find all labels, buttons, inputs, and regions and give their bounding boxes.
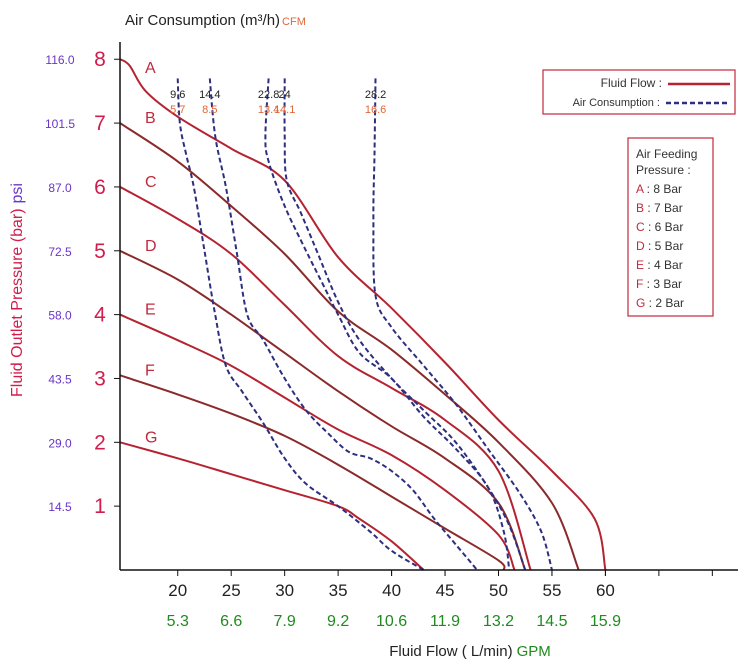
x-gpm-tick-label: 6.6 [220,613,242,630]
curve-letter-labels: A B C D E F G [145,60,157,446]
y-bar-tick-label: 6 [94,176,106,199]
x-gpm-tick-label: 13.2 [483,613,514,630]
air-label-m3h: 24 [279,89,291,101]
y-bar-tick-label: 5 [94,240,106,263]
y-tick-labels: 1 14.5 2 29.0 3 43.5 4 58.0 5 72.5 6 87.0 7 101.5 8 116… [45,48,106,518]
fluid-flow-line-a [119,58,607,571]
curve-letter-b: B [145,110,156,127]
feeding-item: G : 2 Bar [636,296,684,310]
y-psi-tick-label: 58.0 [48,309,72,323]
x-gpm-tick-label: 15.9 [590,613,621,630]
feeding-item: E : 4 Bar [636,258,683,272]
air-consumption-line-24 [283,78,527,571]
air-consumption-line-22-8 [264,78,511,571]
y-psi-tick-label: 29.0 [48,436,72,450]
x-gpm-tick-label: 7.9 [274,613,296,630]
y-bar-tick-label: 8 [94,48,106,71]
x-tick-label: 20 [168,581,187,600]
curve-letter-e: E [145,302,156,319]
y-psi-tick-label: 43.5 [48,372,72,386]
x-gpm-tick-label: 10.6 [376,613,407,630]
y-bar-tick-label: 4 [94,304,106,327]
air-consumption-curves [176,78,553,571]
top-title: Air Consumption (m³/h) CFM [125,12,306,29]
feeding-box-frame [627,137,714,317]
fluid-flow-line-f [119,374,506,571]
legend-air-consumption-label: Air Consumption : [573,97,660,109]
air-label-cfm: 5.7 [170,104,185,116]
feeding-box-title-1: Air Feeding [636,147,697,161]
air-consumption-line-9-6 [176,78,425,571]
air-label-m3h: 14.4 [199,89,220,101]
y-axis-title: Fluid Outlet Pressure (bar)psi [9,183,26,397]
x-axis-title: Fluid Flow ( L/min) GPM [389,643,551,660]
fluid-flow-line-d [119,249,527,571]
y-psi-tick-label: 72.5 [48,245,72,259]
air-label-m3h: 9.6 [170,89,185,101]
y-bar-tick-label: 7 [94,112,106,135]
feeding-box-items: A : 8 Bar B : 7 Bar C : 6 Bar D : 5 Bar E : … [636,182,684,310]
fluid-flow-line-c [119,186,532,571]
air-label-m3h: 22.8 [258,89,279,101]
x-tick-labels: 20 5.3 25 6.6 30 7.9 35 9.2 40 10.6 45 11.9 50 13.2 55… [167,581,621,630]
legend-fluid-flow-label: Fluid Flow : [601,76,662,90]
legend-box [542,69,736,115]
feeding-item: B : 7 Bar [636,201,683,215]
x-tick-label: 30 [275,581,294,600]
curve-letter-a: A [145,60,156,77]
air-label-cfm: 8.5 [202,104,217,116]
x-gpm-tick-label: 5.3 [167,613,189,630]
feeding-box-title-2: Pressure : [636,163,691,177]
air-consumption-line-14-4 [208,78,478,571]
feeding-item: A : 8 Bar [636,182,682,196]
x-tick-label: 45 [436,581,455,600]
air-label-cfm: 13.4 [258,104,279,116]
x-gpm-tick-label: 9.2 [327,613,349,630]
air-label-cfm: 14.1 [274,104,295,116]
y-psi-tick-label: 14.5 [48,500,72,514]
fluid-flow-line-e [119,313,516,571]
fluid-flow-line-g [119,441,425,571]
x-gpm-tick-label: 11.9 [430,613,460,630]
x-tick-label: 40 [382,581,401,600]
y-bar-tick-label: 3 [94,367,106,390]
curve-letter-g: G [145,429,157,446]
curve-letter-f: F [145,362,155,379]
x-tick-label: 50 [489,581,508,600]
legend: Fluid Flow : Air Consumption : [542,69,736,115]
x-tick-label: 60 [596,581,615,600]
curve-letter-c: C [145,174,157,191]
air-label-m3h: 28.2 [365,89,386,101]
feeding-item: C : 6 Bar [636,220,683,234]
fluid-flow-line-b [119,122,580,571]
x-tick-label: 35 [329,581,348,600]
air-consumption-top-labels: 9.6 5.7 14.4 8.5 22.8 13.424 14.1 28.2 16.6 [170,89,386,116]
air-feeding-pressure-box: Air Feeding Pressure : A : 8 Bar B : 7 Ba… [627,137,714,317]
x-tick-label: 55 [542,581,561,600]
feeding-item: D : 5 Bar [636,239,683,253]
y-bar-tick-label: 2 [94,431,106,454]
feeding-item: F : 3 Bar [636,277,682,291]
y-psi-tick-label: 87.0 [48,181,72,195]
axis-ticks [114,58,713,576]
air-consumption-line-28-2 [372,78,553,571]
y-psi-tick-label: 116.0 [45,53,74,67]
curve-letter-d: D [145,238,157,255]
x-gpm-tick-label: 14.5 [536,613,567,630]
y-bar-tick-label: 1 [94,495,106,518]
fluid-flow-curves [119,58,607,571]
x-tick-label: 25 [222,581,241,600]
y-psi-tick-label: 101.5 [45,117,75,131]
air-label-cfm: 16.6 [365,104,386,116]
